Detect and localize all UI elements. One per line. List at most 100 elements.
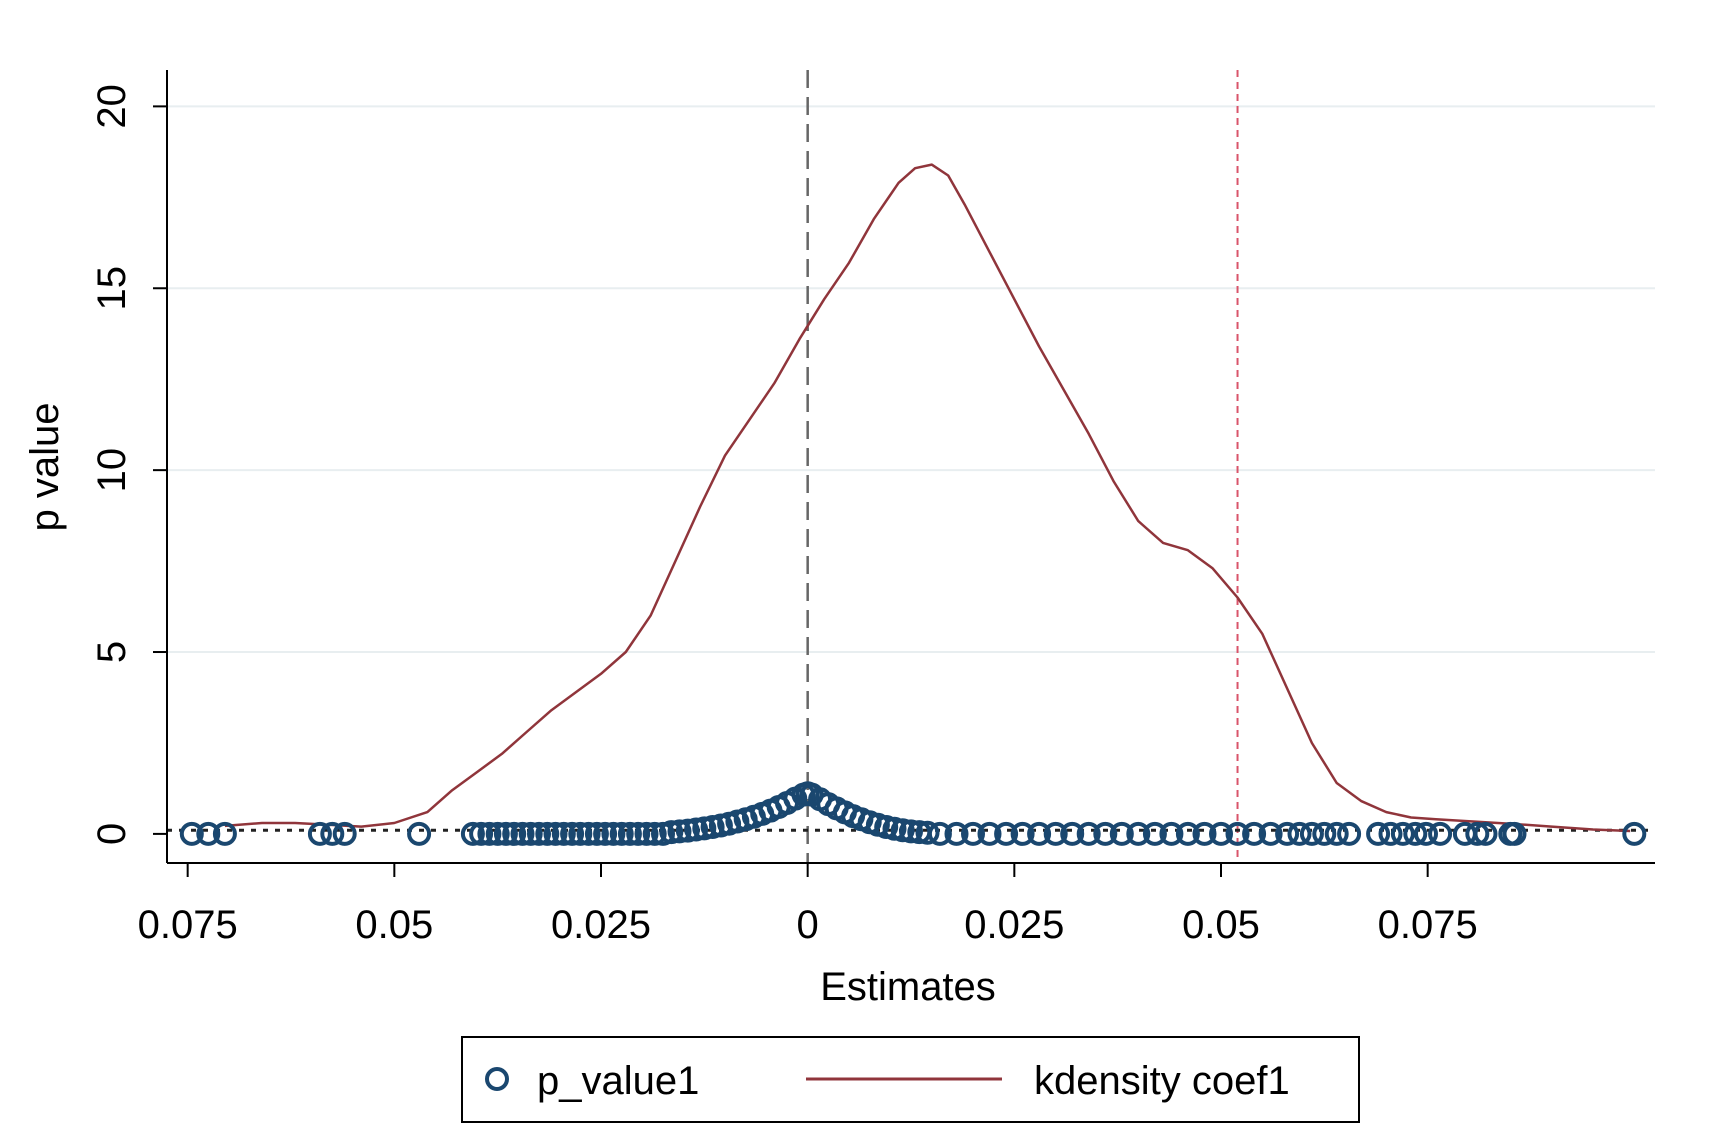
scatter-point: [1159, 821, 1184, 846]
y-tick-label: 0: [90, 823, 134, 845]
scatter-point: [927, 821, 952, 846]
scatter-point: [469, 821, 494, 846]
scatter-point: [1126, 821, 1151, 846]
scatter-point: [684, 817, 709, 842]
kdensity-series: [224, 163, 1631, 833]
x-tick-label: 0.025: [551, 903, 651, 947]
scatter-point: [1428, 821, 1453, 846]
scatter-point: [560, 821, 585, 846]
scatter-point: [584, 821, 609, 846]
scatter-point: [535, 821, 560, 846]
scatter-point: [332, 821, 357, 846]
scatter-point: [502, 821, 527, 846]
scatter-point: [609, 821, 634, 846]
legend-marker-p-value: [485, 1067, 509, 1091]
scatter-point: [1378, 821, 1403, 846]
scatter-point: [1076, 821, 1101, 846]
scatter-point: [179, 821, 204, 846]
y-tick-label: 20: [90, 84, 134, 129]
scatter-point: [1142, 821, 1167, 846]
kdensity-line: [224, 163, 1631, 833]
legend: p_value1 kdensity coef1: [461, 1036, 1360, 1123]
scatter-point: [601, 821, 626, 846]
x-axis-title: Estimates: [820, 965, 996, 1009]
scatter-point: [518, 821, 543, 846]
scatter-point: [1299, 821, 1324, 846]
scatter-point: [1312, 821, 1337, 846]
axes: [166, 70, 1655, 864]
scatter-point: [1043, 821, 1068, 846]
scatter-point: [1622, 821, 1647, 846]
scatter-point: [307, 821, 332, 846]
scatter-point: [1027, 821, 1052, 846]
y-axis-ticks: 0 5 10 15 20: [90, 84, 167, 845]
scatter-point: [460, 821, 485, 846]
scatter-point: [1225, 821, 1250, 846]
scatter-point: [617, 821, 642, 846]
scatter-point: [1403, 821, 1428, 846]
scatter-point: [1337, 821, 1362, 846]
scatter-point: [1209, 821, 1233, 846]
y-tick-label: 10: [90, 448, 134, 493]
scatter-point: [1324, 821, 1349, 846]
scatter-point: [1287, 821, 1312, 846]
scatter-point: [1258, 821, 1283, 846]
scatter-point: [527, 821, 551, 846]
scatter-point: [1093, 821, 1118, 846]
scatter-point: [642, 821, 667, 846]
scatter-point: [407, 821, 432, 846]
scatter-point: [1242, 821, 1267, 846]
scatter-point: [1060, 821, 1085, 846]
gridlines: [167, 105, 1655, 654]
scatter-point: [568, 821, 593, 846]
y-axis-title: p value: [23, 403, 67, 532]
scatter-point: [196, 821, 221, 846]
scatter-point: [1473, 821, 1498, 846]
scatter-point: [485, 821, 510, 846]
scatter-point: [1109, 821, 1134, 846]
scatter-point: [1390, 821, 1415, 846]
scatter-point: [961, 821, 985, 846]
scatter-point: [543, 821, 568, 846]
legend-label-kdensity: kdensity coef1: [1034, 1059, 1290, 1103]
scatter-point: [626, 821, 651, 846]
scatter-point: [1502, 821, 1527, 846]
scatter-point: [477, 821, 502, 846]
legend-label-p-value: p_value1: [537, 1059, 699, 1103]
y-tick-label: 5: [90, 641, 134, 663]
scatter-point: [659, 820, 684, 845]
scatter-point: [1175, 821, 1200, 846]
scatter-point: [320, 821, 345, 846]
scatter-point: [1465, 821, 1490, 846]
scatter-point: [977, 821, 1002, 846]
scatter-point: [493, 821, 518, 846]
x-tick-label: 0.025: [964, 903, 1064, 947]
x-axis-ticks: 0.075 0.05 0.025 0 0.025 0.05 0.075: [138, 863, 1478, 947]
scatter-point: [944, 821, 969, 846]
scatter-point: [675, 818, 700, 843]
scatter-point: [634, 821, 659, 846]
scatter-point: [667, 819, 692, 844]
scatter-point: [1414, 821, 1438, 846]
scatter-point: [890, 818, 915, 843]
scatter-point: [593, 821, 618, 846]
x-tick-label: 0.05: [355, 903, 433, 947]
scatter-point: [212, 821, 237, 846]
y-tick-label: 15: [90, 266, 134, 311]
p-value-scatter-series: [179, 781, 1647, 846]
scatter-point: [1192, 821, 1217, 846]
x-tick-label: 0.05: [1182, 903, 1260, 947]
scatter-point: [551, 821, 576, 846]
scatter-point: [994, 821, 1019, 846]
x-tick-label: 0: [797, 903, 819, 947]
x-tick-label: 0.075: [138, 903, 238, 947]
scatter-point: [1010, 821, 1035, 846]
scatter-point: [1275, 821, 1300, 846]
scatter-point: [915, 820, 940, 845]
x-tick-label: 0.075: [1378, 903, 1478, 947]
scatter-point: [576, 821, 601, 846]
scatter-point: [899, 819, 923, 844]
scatter-point: [510, 821, 535, 846]
